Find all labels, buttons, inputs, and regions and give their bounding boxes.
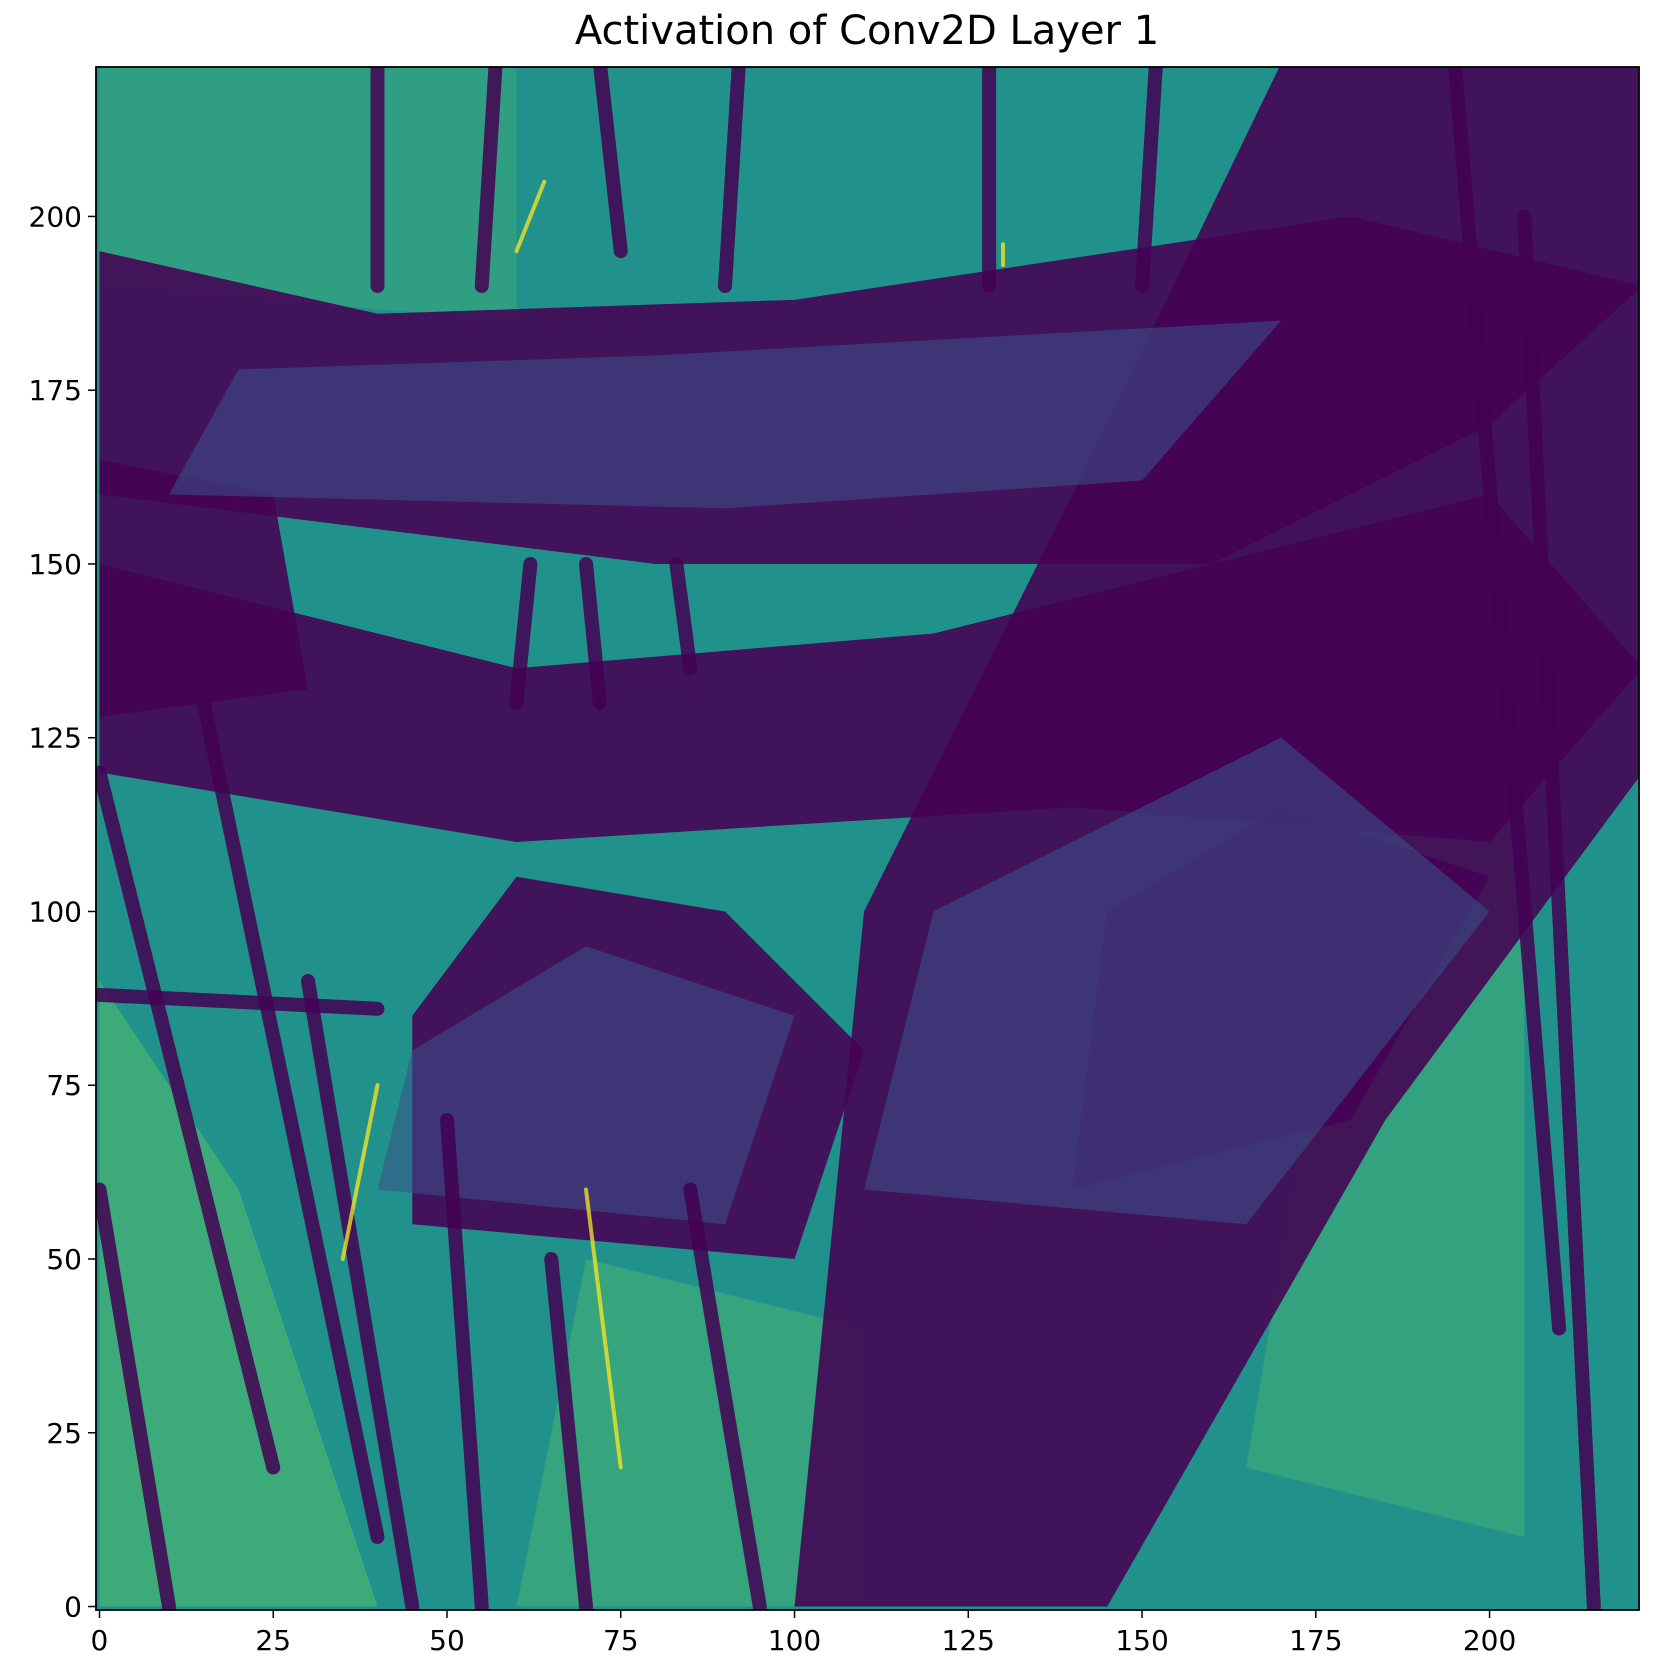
heatmap-mid-region [168, 320, 1282, 509]
x-axis: 0 25 50 75 100 125 150 175 200 [91, 1610, 1516, 1657]
heatmap-branch-line [579, 556, 607, 710]
y-axis: 0 25 50 75 100 125 150 175 200 [29, 200, 96, 1624]
heatmap-region [516, 1259, 865, 1607]
plot-area [95, 66, 1640, 1611]
heatmap-branch-line [683, 1182, 767, 1610]
heatmap-branch-line [196, 695, 385, 1545]
heatmap-branch-line [96, 765, 281, 1475]
heatmap-branch-line [718, 67, 746, 293]
x-tick-label: 100 [768, 1624, 821, 1657]
y-tick-label: 175 [29, 374, 82, 407]
heatmap-region [99, 67, 517, 321]
heatmap-branch-line [509, 556, 538, 710]
y-tick-label: 25 [46, 1417, 82, 1450]
x-tick-label: 75 [603, 1624, 639, 1657]
heatmap-branch-line [300, 973, 420, 1610]
x-tick-label: 50 [429, 1624, 465, 1657]
heatmap-branch-line [593, 67, 628, 259]
heatmap-branch-line [439, 1112, 489, 1610]
heatmap-branch-line [96, 987, 385, 1016]
y-tick-label: 0 [64, 1591, 82, 1624]
x-tick-label: 150 [1115, 1624, 1168, 1657]
x-tick-label: 125 [942, 1624, 995, 1657]
heatmap-branch-line [544, 1252, 594, 1610]
heatmap-branch-line [96, 1182, 176, 1610]
heatmap-highlight-line [584, 1187, 623, 1470]
plot-frame [95, 66, 1640, 1611]
x-tick-label: 25 [255, 1624, 291, 1657]
y-tick-label: 100 [29, 895, 82, 928]
heatmap-branch-line [1135, 67, 1163, 293]
y-tick-label: 150 [29, 548, 82, 581]
heatmap-branch-line [669, 556, 698, 676]
heatmap-mid-region [377, 946, 795, 1225]
heatmap-highlight-line [340, 1083, 380, 1262]
x-tick-label: 175 [1289, 1624, 1342, 1657]
heatmap-highlight-line [514, 179, 547, 254]
x-tick-label: 200 [1463, 1624, 1516, 1657]
heatmap-branch-line [1448, 67, 1567, 1336]
heatmap-branch-line [474, 67, 503, 293]
heatmap-branch-line [1517, 209, 1601, 1610]
y-tick-label: 200 [29, 200, 82, 233]
activation-heatmap [96, 67, 1639, 1610]
y-tick-label: 125 [29, 722, 82, 755]
x-tick-label: 0 [91, 1624, 109, 1657]
heatmap-dark-region [99, 459, 308, 717]
heatmap-region [99, 980, 378, 1607]
chart-title: Activation of Conv2D Layer 1 [575, 8, 1159, 54]
y-tick-label: 75 [46, 1069, 82, 1102]
y-tick-label: 50 [46, 1243, 82, 1276]
heatmap-mid-region [864, 737, 1490, 1225]
